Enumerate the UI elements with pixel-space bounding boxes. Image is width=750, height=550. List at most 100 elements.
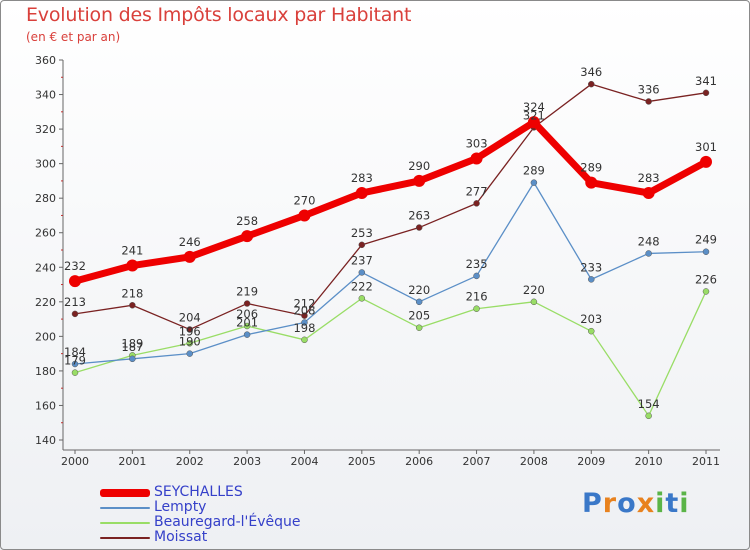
data-label: 212	[293, 297, 315, 311]
data-label: 290	[408, 159, 430, 173]
data-point	[69, 275, 81, 288]
y-tick-label: 260	[35, 227, 56, 240]
data-point	[129, 302, 136, 309]
data-label: 226	[695, 272, 717, 286]
data-label: 216	[466, 290, 488, 304]
data-point	[473, 200, 480, 207]
y-tick-label: 140	[35, 434, 56, 447]
data-point	[71, 360, 79, 368]
data-point	[642, 187, 655, 199]
data-label: 184	[64, 345, 86, 359]
chart-legend: SEYCHALLES Lempty Beauregard-l'Évêque Moiss…	[100, 485, 301, 545]
data-point	[243, 322, 251, 330]
legend-item: Beauregard-l'Évêque	[100, 515, 301, 530]
y-tick-label: 360	[35, 54, 56, 67]
data-label: 263	[408, 209, 430, 223]
legend-swatch	[100, 488, 150, 497]
y-tick-label: 240	[35, 261, 56, 274]
data-label: 220	[408, 283, 430, 297]
x-tick-label: 2006	[405, 455, 433, 468]
data-label: 237	[351, 253, 373, 267]
data-point	[702, 248, 710, 255]
data-label: 249	[695, 233, 717, 247]
data-label: 232	[64, 259, 86, 273]
data-label: 208	[293, 304, 315, 318]
x-tick-label: 2003	[233, 455, 261, 468]
data-point	[527, 116, 540, 129]
data-label: 283	[351, 171, 373, 185]
data-label: 196	[179, 324, 201, 338]
legend-swatch	[100, 506, 150, 509]
logo-letter: r	[602, 488, 618, 519]
x-tick-label: 2007	[463, 455, 491, 468]
legend-swatch	[100, 536, 150, 539]
x-tick-label: 2005	[348, 455, 376, 468]
data-point	[585, 176, 598, 189]
data-point	[243, 331, 251, 338]
logo-letter: i	[655, 488, 666, 519]
data-point	[71, 369, 79, 376]
legend-label: Beauregard-l'Évêque	[154, 514, 301, 530]
series-line-seychalles	[71, 118, 710, 285]
data-point	[126, 259, 139, 272]
data-label: 248	[638, 234, 660, 248]
legend-item: Moissat	[100, 530, 301, 545]
y-tick-label: 320	[35, 123, 56, 136]
x-tick-label: 2001	[118, 455, 146, 468]
data-label: 179	[64, 354, 86, 368]
x-tick-label: 2004	[290, 455, 318, 468]
data-label: 189	[121, 336, 143, 350]
data-label: 154	[638, 397, 660, 411]
series-line-beauregard-l-v-que	[74, 290, 707, 417]
y-tick-label: 220	[35, 296, 56, 309]
data-label: 289	[580, 161, 602, 175]
data-label: 220	[523, 283, 545, 297]
data-label: 277	[466, 184, 488, 198]
data-point	[129, 355, 136, 363]
data-label: 303	[466, 136, 488, 150]
data-point	[358, 269, 366, 276]
data-point	[186, 340, 193, 347]
x-tick-label: 2009	[577, 455, 605, 468]
logo-letter: t	[665, 488, 680, 519]
data-point	[415, 224, 423, 231]
x-tick-label: 2008	[520, 455, 548, 468]
data-label: 187	[121, 340, 143, 354]
data-label: 218	[121, 286, 143, 300]
data-label: 321	[523, 108, 545, 122]
data-label: 205	[408, 309, 430, 323]
data-point	[355, 187, 368, 199]
data-point	[241, 230, 254, 243]
chart-title: Evolution des Impôts locaux par Habitant	[26, 4, 412, 26]
x-tick-label: 2010	[635, 455, 663, 468]
data-point	[298, 209, 311, 222]
proxiti-logo: Proxiti	[582, 488, 690, 519]
data-point	[530, 179, 538, 186]
data-label: 253	[351, 226, 373, 240]
data-point	[413, 174, 426, 187]
data-point	[243, 300, 251, 307]
data-point	[588, 80, 595, 88]
data-point	[702, 89, 710, 97]
data-point	[473, 305, 480, 312]
x-tick-label: 2002	[176, 455, 204, 468]
data-label: 289	[523, 164, 545, 178]
y-tick-label: 180	[35, 365, 56, 378]
data-point	[186, 350, 193, 357]
data-label: 336	[638, 82, 660, 96]
y-tick-label: 280	[35, 192, 56, 205]
y-tick-label: 300	[35, 158, 56, 171]
data-point	[358, 241, 366, 249]
data-point	[588, 327, 595, 335]
data-label: 283	[638, 171, 660, 185]
data-point	[71, 310, 79, 318]
data-point	[183, 250, 196, 263]
data-point	[415, 298, 423, 306]
data-label: 258	[236, 214, 258, 228]
data-label: 219	[236, 285, 258, 299]
logo-letter: P	[582, 488, 603, 519]
series-line-moissat	[74, 83, 707, 331]
x-tick-label: 2011	[692, 455, 720, 468]
x-tick-label: 2000	[61, 455, 89, 468]
y-tick-label: 340	[35, 89, 56, 102]
